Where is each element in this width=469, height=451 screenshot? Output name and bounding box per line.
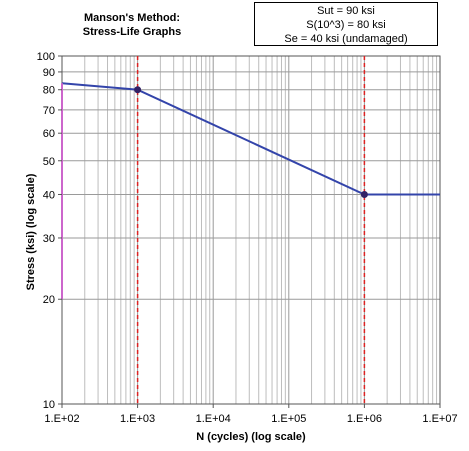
y-tick-label: 10 [43, 399, 55, 411]
chart-title-block: Manson's Method: Stress-Life Graphs [62, 11, 202, 39]
data-point-marker [134, 86, 142, 94]
x-axis-label: N (cycles) (log scale) [196, 431, 306, 443]
x-tick-label: 1.E+07 [422, 413, 457, 425]
x-tick-label: 1.E+03 [120, 413, 155, 425]
y-tick-label: 80 [43, 85, 55, 97]
info-line-se: Se = 40 ksi (undamaged) [284, 33, 408, 45]
y-tick-label: 100 [37, 51, 55, 63]
chart-subtitle: Stress-Life Graphs [82, 26, 182, 38]
material-info-box: Sut = 90 ksi S(10^3) = 80 ksi Se = 40 ks… [254, 2, 438, 46]
y-tick-label: 60 [43, 128, 55, 140]
x-tick-label: 1.E+06 [347, 413, 382, 425]
x-tick-label: 1.E+04 [196, 413, 231, 425]
y-tick-label: 70 [43, 105, 55, 117]
y-tick-label: 50 [43, 156, 55, 168]
sn-curve-line [61, 82, 440, 196]
x-tick-label: 1.E+05 [271, 413, 306, 425]
y-tick-label: 30 [43, 233, 55, 245]
info-line-s1000: S(10^3) = 80 ksi [306, 19, 386, 31]
y-axis-label: Stress (ksi) (log scale) [25, 173, 37, 291]
x-tick-label: 1.E+02 [44, 413, 79, 425]
y-tick-label: 20 [43, 294, 55, 306]
plot-border [61, 55, 441, 405]
chart-title: Manson's Method: [83, 12, 181, 24]
y-tick-label: 90 [43, 67, 55, 79]
info-line-sut: Sut = 90 ksi [317, 5, 375, 17]
y-tick-label: 40 [43, 189, 55, 201]
data-point-marker [360, 190, 368, 198]
